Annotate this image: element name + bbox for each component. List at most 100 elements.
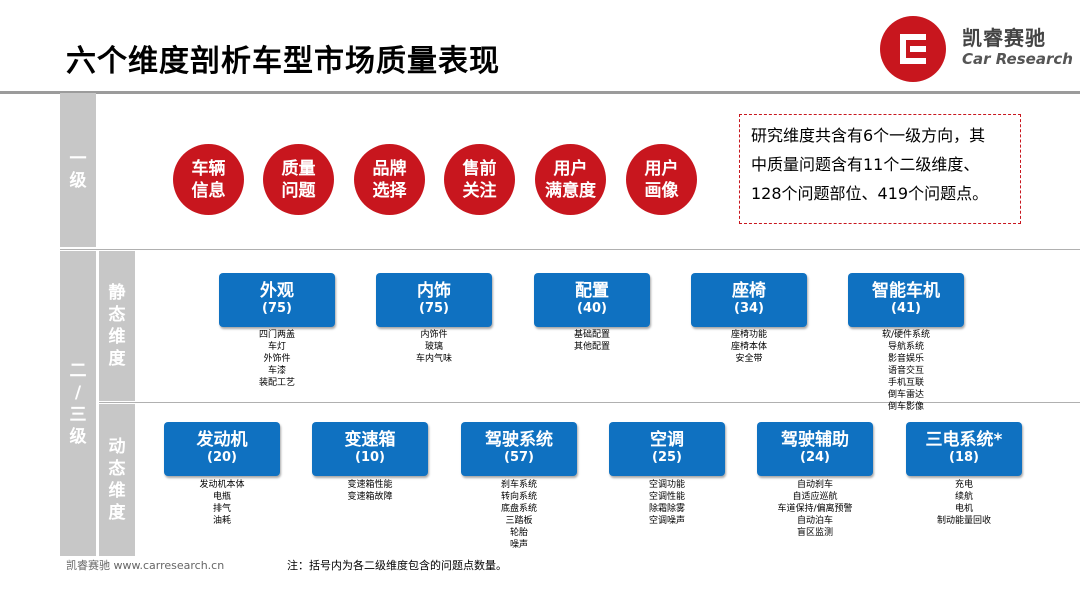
issue-item: 导航系统 bbox=[887, 342, 924, 352]
static-label-char: 度 bbox=[108, 349, 126, 369]
dim-count: (25) bbox=[652, 450, 682, 465]
circle-line: 选择 bbox=[372, 180, 407, 201]
circle-line: 质量 bbox=[281, 158, 316, 179]
dim-exterior: 外观 (75) bbox=[219, 273, 335, 327]
dim-count: (41) bbox=[891, 301, 921, 316]
dynamic-label-char: 度 bbox=[108, 503, 126, 523]
dim-count: (40) bbox=[577, 301, 607, 316]
issue-item: 内饰件 bbox=[420, 330, 448, 340]
dim-name: 外观 bbox=[260, 281, 294, 301]
issue-item: 除霜除雾 bbox=[648, 504, 685, 514]
dim-count: (75) bbox=[419, 301, 449, 316]
issue-item: 三踏板 bbox=[505, 516, 533, 526]
level1-user-satisfaction: 用户 满意度 bbox=[535, 144, 606, 215]
issue-item: 制动能量回收 bbox=[936, 516, 991, 526]
research-summary-note: 研究维度共含有6个一级方向，其 中质量问题含有11个二级维度、 128个问题部位… bbox=[739, 114, 1021, 224]
issue-item: 车内气味 bbox=[415, 354, 452, 364]
dim-electric-system: 三电系统* (18) bbox=[906, 422, 1022, 476]
issue-item: 倒车雷达 bbox=[887, 390, 924, 400]
issue-item: 外饰件 bbox=[263, 354, 291, 364]
dim-interior-items: 内饰件 玻璃 车内气味 bbox=[364, 329, 504, 365]
issue-item: 空调性能 bbox=[648, 492, 685, 502]
issue-item: 变速箱故障 bbox=[347, 492, 393, 502]
circle-line: 车辆 bbox=[191, 158, 226, 179]
page-title: 六个维度剖析车型市场质量表现 bbox=[66, 44, 500, 79]
row-divider bbox=[60, 249, 1080, 250]
issue-item: 影音娱乐 bbox=[887, 354, 924, 364]
dim-infotainment: 智能车机 (41) bbox=[848, 273, 964, 327]
footnote: 注：括号内为各二级维度包含的问题点数量。 bbox=[287, 559, 507, 572]
note-line: 研究维度共含有6个一级方向，其 bbox=[751, 126, 986, 145]
issue-item: 装配工艺 bbox=[258, 378, 295, 388]
circle-line: 用户 bbox=[644, 158, 679, 179]
circle-line: 满意度 bbox=[545, 180, 596, 201]
note-line: 128个问题部位、419个问题点。 bbox=[751, 184, 989, 203]
circle-line: 用户 bbox=[553, 158, 588, 179]
dim-driving-system-items: 刹车系统 转向系统 底盘系统 三踏板 轮胎 噪声 bbox=[449, 479, 589, 551]
issue-item: 电瓶 bbox=[212, 492, 231, 502]
circle-line: 关注 bbox=[462, 180, 497, 201]
dynamic-label-char: 维 bbox=[108, 481, 126, 501]
dim-transmission: 变速箱 (10) bbox=[312, 422, 428, 476]
dim-driver-assist: 驾驶辅助 (24) bbox=[757, 422, 873, 476]
circle-line: 售前 bbox=[462, 158, 497, 179]
dim-name: 驾驶辅助 bbox=[781, 430, 849, 450]
issue-item: 语音交互 bbox=[887, 366, 924, 376]
issue-item: 轮胎 bbox=[509, 528, 528, 538]
circle-line: 画像 bbox=[644, 180, 679, 201]
dim-air-conditioning-items: 空调功能 空调性能 除霜除雾 空调噪声 bbox=[597, 479, 737, 527]
issue-item: 底盘系统 bbox=[500, 504, 537, 514]
title-divider bbox=[0, 91, 1080, 94]
issue-item: 转向系统 bbox=[500, 492, 537, 502]
dim-count: (10) bbox=[355, 450, 385, 465]
dim-engine: 发动机 (20) bbox=[164, 422, 280, 476]
issue-item: 空调噪声 bbox=[648, 516, 685, 526]
brand-name-cn: 凯睿赛驰 bbox=[962, 26, 1046, 50]
dim-name: 变速箱 bbox=[344, 430, 396, 450]
issue-item: 发动机本体 bbox=[199, 480, 245, 490]
level1-label-char: 一 bbox=[69, 149, 87, 169]
issue-item: 其他配置 bbox=[573, 342, 610, 352]
issue-item: 自动泊车 bbox=[796, 516, 833, 526]
dim-name: 内饰 bbox=[417, 281, 451, 301]
circle-line: 信息 bbox=[191, 180, 226, 201]
car-research-logo-icon bbox=[880, 16, 946, 82]
dim-count: (18) bbox=[949, 450, 979, 465]
level23-label-char: / bbox=[74, 382, 82, 403]
level1-user-profile: 用户 画像 bbox=[626, 144, 697, 215]
issue-item: 盲区监测 bbox=[796, 528, 833, 538]
issue-item: 变速箱性能 bbox=[347, 480, 393, 490]
level23-label-char: 二 bbox=[69, 360, 87, 381]
static-label-char: 静 bbox=[108, 283, 126, 303]
level1-vehicle-info: 车辆 信息 bbox=[173, 144, 244, 215]
issue-item: 充电 bbox=[954, 480, 973, 490]
issue-item: 基础配置 bbox=[573, 330, 610, 340]
static-dimension-label: 静 态 维 度 bbox=[99, 251, 135, 401]
level1-presale-focus: 售前 关注 bbox=[444, 144, 515, 215]
dim-air-conditioning: 空调 (25) bbox=[609, 422, 725, 476]
level1-quality-issues: 质量 问题 bbox=[263, 144, 334, 215]
issue-item: 车漆 bbox=[267, 366, 286, 376]
issue-item: 座椅功能 bbox=[730, 330, 767, 340]
dim-count: (57) bbox=[504, 450, 534, 465]
dim-transmission-items: 变速箱性能 变速箱故障 bbox=[300, 479, 440, 503]
dim-exterior-items: 四门两盖 车灯 外饰件 车漆 装配工艺 bbox=[207, 329, 347, 389]
issue-item: 电机 bbox=[954, 504, 973, 514]
level23-label-char: 三 bbox=[69, 404, 87, 425]
dim-interior: 内饰 (75) bbox=[376, 273, 492, 327]
dim-driving-system: 驾驶系统 (57) bbox=[461, 422, 577, 476]
issue-item: 软/硬件系统 bbox=[881, 330, 931, 340]
dim-electric-system-items: 充电 续航 电机 制动能量回收 bbox=[894, 479, 1034, 527]
issue-item: 自动刹车 bbox=[796, 480, 833, 490]
circle-line: 品牌 bbox=[372, 158, 407, 179]
dim-name: 发动机 bbox=[196, 430, 248, 450]
dim-engine-items: 发动机本体 电瓶 排气 油耗 bbox=[152, 479, 292, 527]
issue-item: 安全带 bbox=[735, 354, 763, 364]
level1-label: 一 级 bbox=[60, 93, 96, 247]
level1-brand-choice: 品牌 选择 bbox=[354, 144, 425, 215]
dim-name: 智能车机 bbox=[872, 281, 940, 301]
issue-item: 座椅本体 bbox=[730, 342, 767, 352]
dim-configuration-items: 基础配置 其他配置 bbox=[522, 329, 662, 353]
issue-item: 排气 bbox=[212, 504, 231, 514]
static-label-char: 态 bbox=[108, 305, 126, 325]
